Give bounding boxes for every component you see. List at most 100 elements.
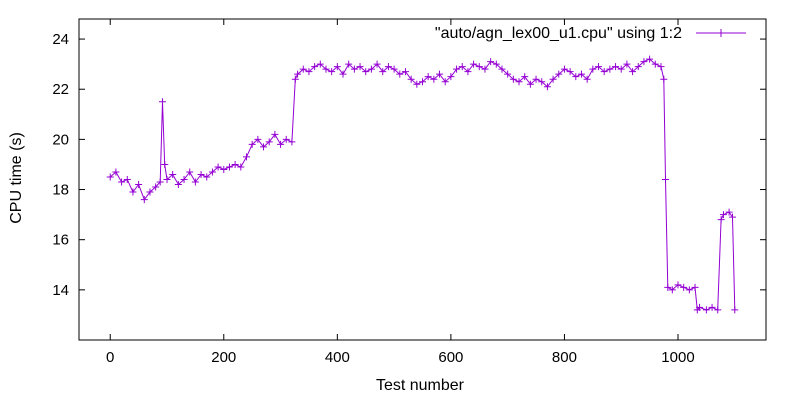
data-point xyxy=(717,216,725,224)
data-point xyxy=(612,63,620,71)
data-point xyxy=(660,75,668,83)
data-point xyxy=(129,188,137,196)
x-tick-label: 800 xyxy=(552,349,577,366)
data-point xyxy=(140,196,148,204)
data-point xyxy=(662,176,670,183)
data-point xyxy=(242,153,250,161)
data-point xyxy=(470,60,478,68)
data-point xyxy=(282,135,290,143)
data-point xyxy=(719,211,727,219)
data-point xyxy=(294,70,302,78)
data-point xyxy=(572,73,580,81)
data-point xyxy=(407,75,415,83)
data-point xyxy=(254,135,262,143)
data-point xyxy=(288,138,296,146)
data-point xyxy=(146,188,154,196)
data-point xyxy=(197,170,205,178)
data-point xyxy=(646,55,654,63)
data-point xyxy=(328,68,336,76)
x-axis-ticks: 0 200 400 600 800 1000 xyxy=(106,19,695,366)
data-point xyxy=(191,178,199,186)
x-tick-label: 600 xyxy=(438,349,463,366)
data-point xyxy=(634,63,642,71)
data-point xyxy=(606,65,614,73)
data-point xyxy=(356,63,364,71)
y-axis-label: CPU time (s) xyxy=(8,132,25,224)
data-point xyxy=(350,65,358,73)
y-tick-label: 16 xyxy=(52,232,69,249)
y-axis-ticks: 14 16 18 20 22 24 xyxy=(52,31,766,299)
legend-entry-label: "auto/agn_lex00_u1.cpu" using 1:2 xyxy=(435,25,682,42)
data-point xyxy=(401,68,409,76)
data-point xyxy=(664,283,672,291)
data-point xyxy=(458,63,466,71)
data-point xyxy=(657,63,665,71)
data-point xyxy=(526,80,534,88)
legend: "auto/agn_lex00_u1.cpu" using 1:2 xyxy=(435,25,746,42)
data-point xyxy=(498,65,506,73)
legend-marker xyxy=(717,29,725,37)
data-point xyxy=(560,65,568,73)
data-point xyxy=(430,75,438,83)
data-point xyxy=(481,65,489,73)
data-point xyxy=(373,60,381,68)
data-point xyxy=(231,160,239,168)
series-group xyxy=(106,55,739,314)
x-tick-label: 200 xyxy=(211,349,236,366)
data-point xyxy=(640,58,648,66)
data-point xyxy=(225,163,233,171)
data-point xyxy=(708,303,716,311)
series-line xyxy=(109,58,736,312)
data-point xyxy=(566,68,574,76)
y-tick-label: 24 xyxy=(52,31,69,48)
data-point xyxy=(509,75,517,83)
data-point xyxy=(424,73,432,81)
data-point xyxy=(248,140,256,148)
data-point xyxy=(475,63,483,71)
data-point xyxy=(345,60,353,68)
x-axis-label: Test number xyxy=(376,377,465,394)
data-point xyxy=(106,173,114,181)
data-point xyxy=(396,70,404,78)
data-point xyxy=(623,60,631,68)
data-point xyxy=(492,60,500,68)
data-point xyxy=(617,65,625,73)
data-point xyxy=(163,176,171,183)
data-point xyxy=(441,78,449,86)
data-point xyxy=(577,70,585,78)
data-point xyxy=(316,60,324,68)
data-point xyxy=(419,78,426,86)
data-point xyxy=(152,183,160,191)
data-point xyxy=(702,306,710,314)
data-point xyxy=(464,68,472,76)
x-tick-label: 0 xyxy=(106,349,114,366)
data-point xyxy=(532,75,540,83)
data-point xyxy=(538,78,546,86)
data-point xyxy=(543,83,551,91)
data-point xyxy=(413,80,421,88)
data-point xyxy=(436,70,444,78)
data-point xyxy=(123,176,131,183)
data-point xyxy=(322,65,330,73)
data-point xyxy=(600,68,608,76)
data-point xyxy=(299,65,307,73)
data-point xyxy=(384,63,392,71)
data-point xyxy=(555,70,563,78)
data-point xyxy=(725,208,733,216)
y-tick-label: 22 xyxy=(52,81,69,98)
data-point xyxy=(186,168,194,176)
data-point xyxy=(583,75,591,83)
data-point xyxy=(265,138,273,146)
data-point xyxy=(339,70,347,78)
data-point xyxy=(487,58,495,66)
data-point xyxy=(453,65,461,73)
data-point xyxy=(447,73,455,81)
plot-border xyxy=(78,18,767,341)
data-point xyxy=(390,65,398,73)
data-point xyxy=(714,306,722,314)
data-point xyxy=(158,98,166,106)
data-point xyxy=(169,170,177,178)
data-point xyxy=(237,163,245,171)
data-point xyxy=(277,140,285,148)
data-point xyxy=(696,303,704,311)
